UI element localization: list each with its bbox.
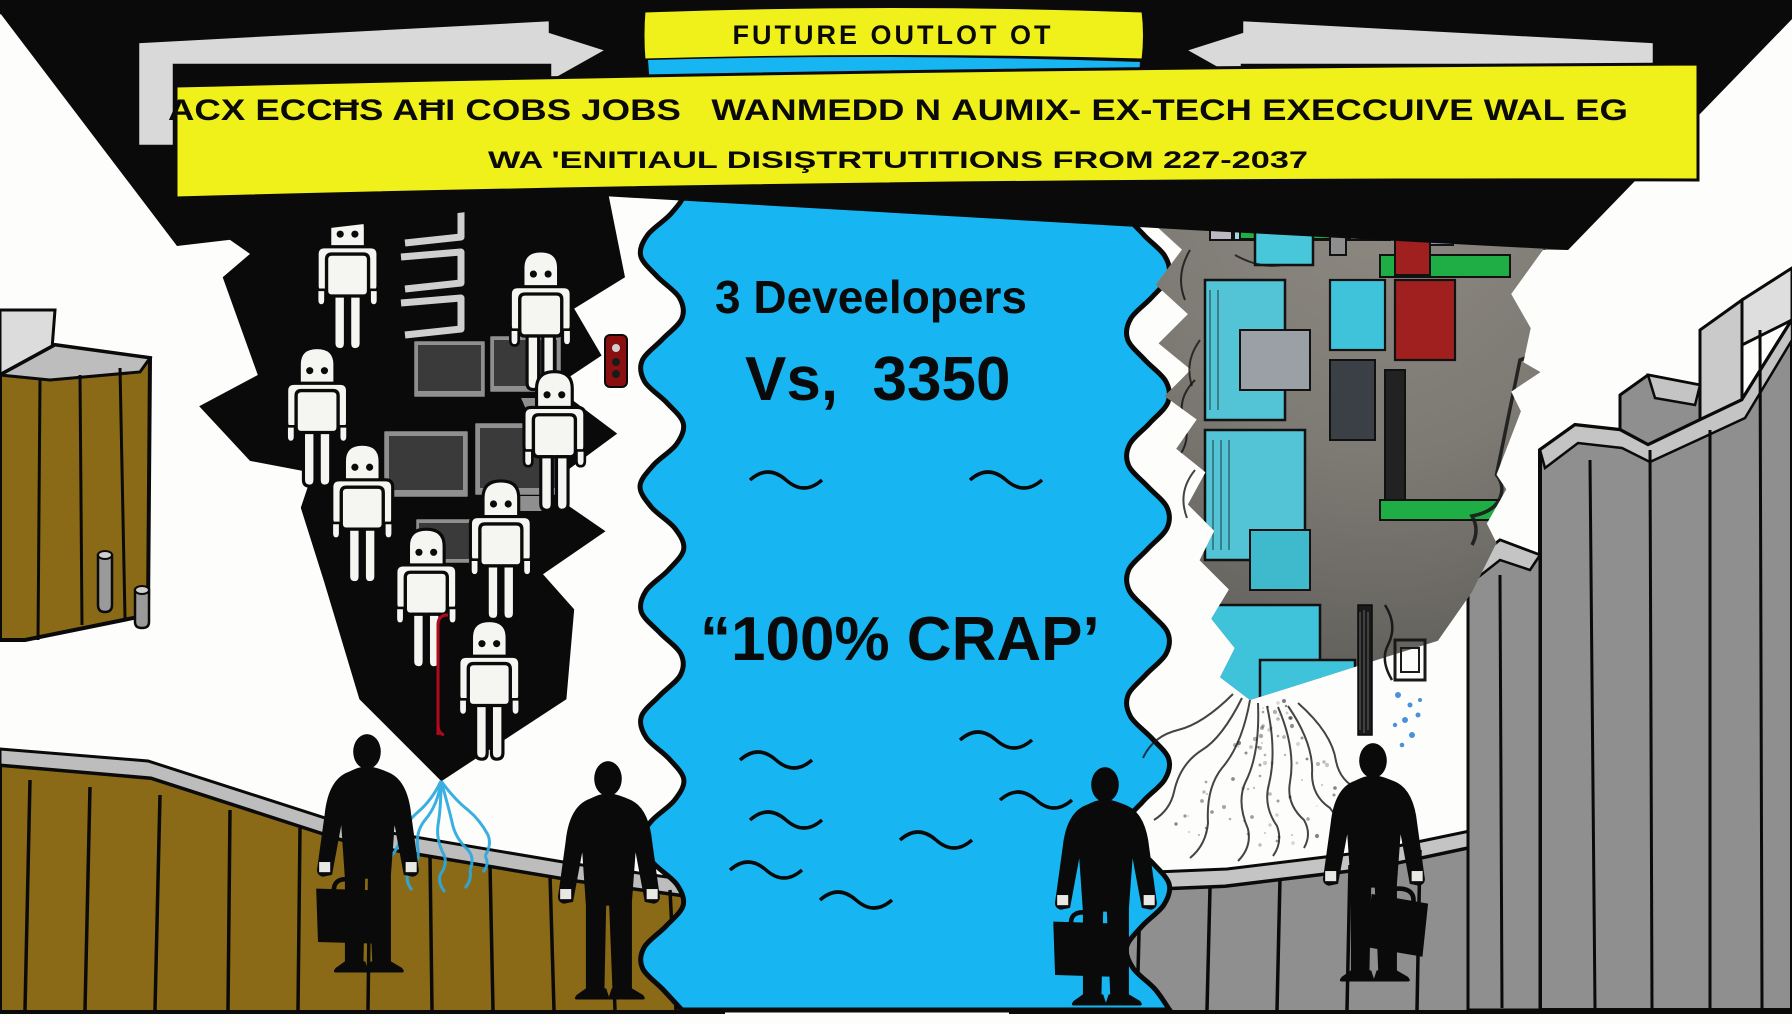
svg-text:3 Deveelopers: 3 Deveelopers: [715, 271, 1027, 323]
svg-text:Vs, 3350: Vs, 3350: [745, 345, 1010, 414]
svg-text:FUTURE OUTLOT OT: FUTURE OUTLOT OT: [733, 20, 1054, 50]
svg-text:“100% CRAP’: “100% CRAP’: [700, 605, 1100, 674]
svg-text:ACX ECCĦS AĦI COBS JOBS WANM: ACX ECCĦS AĦI COBS JOBS WANMEDD N AUMIX-…: [168, 94, 1628, 127]
svg-text:WA 'ENITIAUL DISIŞTRTUTITIONS: WA 'ENITIAUL DISIŞTRTUTITIONS FROM 227-2…: [488, 147, 1308, 174]
